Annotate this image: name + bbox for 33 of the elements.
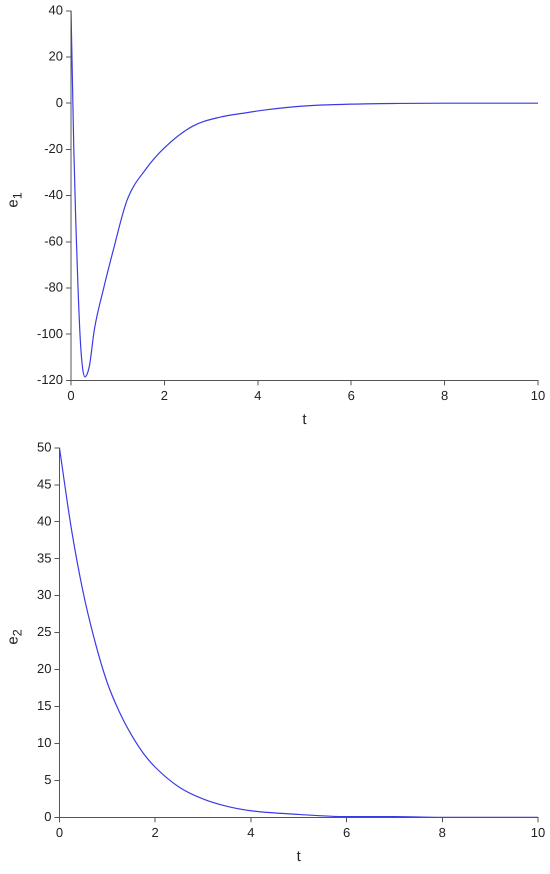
x-tick-label: 10 [530,388,546,403]
y-tick-label: 20 [36,661,52,676]
y-tick-label: -20 [44,140,64,156]
y-tick-label: -80 [44,280,64,295]
x-tick-label: 10 [530,824,546,840]
y-tick-label: 5 [44,772,52,788]
y-tick-label: 50 [36,439,52,454]
y-tick-label: 45 [36,476,52,492]
y-tick-label: -60 [44,233,64,248]
y-tick-label: 10 [36,735,52,750]
x-axis-title: t [296,848,302,866]
x-tick-label: 6 [348,388,355,403]
y-tick-label: 15 [36,698,52,714]
x-tick-label: 0 [67,388,75,403]
x-tick-label: 8 [438,824,446,840]
y-tick-label: 0 [44,808,52,824]
x-tick-label: 4 [247,824,254,840]
x-axis-title: t [302,411,308,428]
y-tick-label: -40 [44,187,64,202]
y-tick-label: 40 [48,2,64,18]
x-tick-label: 4 [254,388,262,403]
y-tick-label: 30 [36,587,52,602]
x-tick-label: 6 [342,824,350,840]
y-tick-label: 0 [56,94,64,110]
y-tick-label: 35 [36,550,52,566]
x-tick-label: 2 [160,388,168,403]
y-tick-label: -100 [36,326,64,341]
y-tick-label: 40 [36,513,52,528]
y-tick-label: 20 [48,48,64,64]
y-tick-label: -120 [36,372,64,387]
x-tick-label: 8 [440,388,448,403]
y-tick-label: 25 [36,624,52,640]
x-tick-label: 2 [152,824,159,840]
